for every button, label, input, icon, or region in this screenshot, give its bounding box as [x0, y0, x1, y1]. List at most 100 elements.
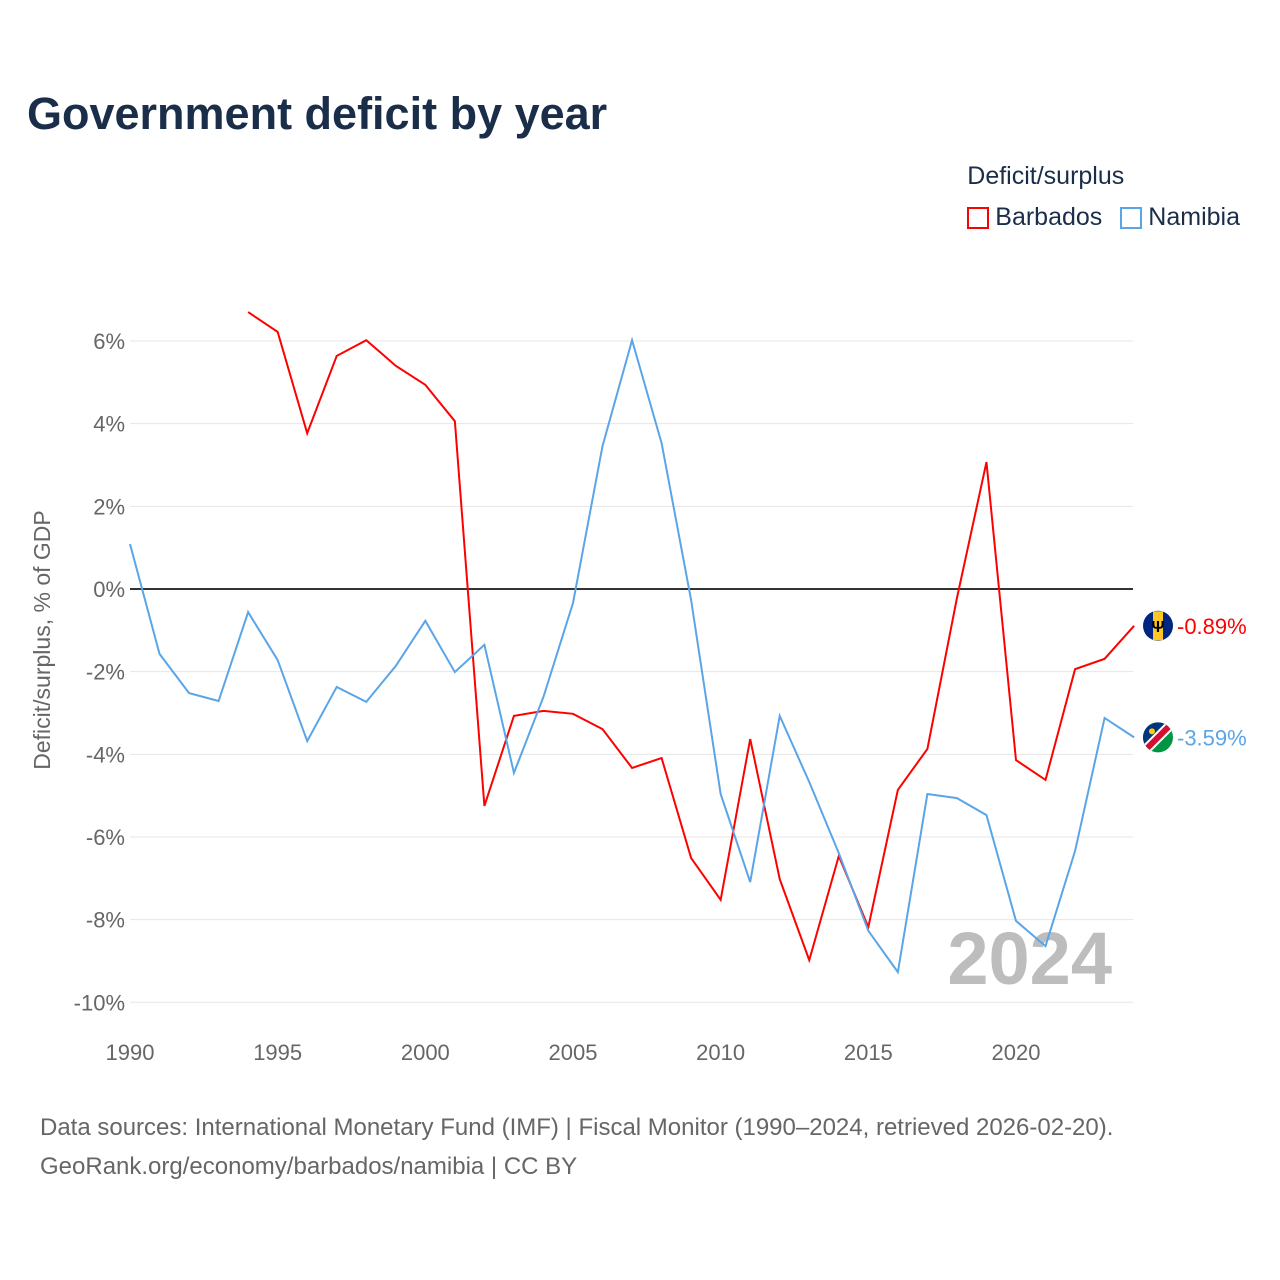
- data-point: [984, 813, 988, 817]
- data-point: [778, 714, 782, 718]
- y-tick-label: -8%: [86, 908, 125, 933]
- legend-label: Namibia: [1148, 203, 1240, 231]
- chart-plot: 6% 4% 2% 0% -2% -4% -6% -8% -10% 1990 1995 2000 2005…: [29, 310, 1247, 1065]
- svg-text:Ψ: Ψ: [1152, 619, 1165, 636]
- data-point: [364, 338, 368, 342]
- y-tick-label: -10%: [74, 990, 125, 1015]
- data-point: [630, 766, 634, 770]
- data-point: [896, 970, 900, 974]
- y-axis-label: Deficit/surplus, % of GDP: [29, 510, 55, 769]
- y-tick-label: -6%: [86, 825, 125, 850]
- data-point: [601, 444, 605, 448]
- data-point: [689, 856, 693, 860]
- y-tick-label: 4%: [93, 412, 125, 437]
- source-note: Data sources: International Monetary Fun…: [40, 1108, 1113, 1186]
- data-point: [512, 771, 516, 775]
- series-line-namibia[interactable]: [129, 336, 1135, 975]
- x-tick-label: 2010: [696, 1040, 745, 1065]
- data-point: [984, 460, 988, 464]
- legend-title: Deficit/surplus: [967, 162, 1125, 190]
- data-point: [807, 780, 811, 784]
- data-point: [571, 712, 575, 716]
- source-line-1: Data sources: International Monetary Fun…: [40, 1114, 1114, 1141]
- data-point: [276, 658, 280, 662]
- data-point: [305, 739, 309, 743]
- data-point: [571, 601, 575, 605]
- data-point: [689, 598, 693, 602]
- data-point: [305, 431, 309, 435]
- data-point: [394, 364, 398, 368]
- data-point: [837, 851, 841, 855]
- data-point: [335, 685, 339, 689]
- data-point: [394, 664, 398, 668]
- data-point: [925, 747, 929, 751]
- end-value-label: -0.89%: [1177, 614, 1247, 639]
- data-point: [482, 804, 486, 808]
- data-point: [778, 877, 782, 881]
- watermark-year: 2024: [947, 917, 1112, 1000]
- chart-title: Government deficit by year: [27, 88, 608, 139]
- data-point: [187, 691, 191, 695]
- data-point: [660, 441, 664, 445]
- data-point: [541, 695, 545, 699]
- legend-swatch-namibia: [1120, 206, 1143, 229]
- y-tick-label: 2%: [93, 494, 125, 519]
- data-point: [1103, 657, 1107, 661]
- data-point: [896, 788, 900, 792]
- data-point: [925, 792, 929, 796]
- legend-label: Barbados: [995, 203, 1103, 231]
- data-point: [453, 670, 457, 674]
- x-tick-label: 2005: [549, 1040, 598, 1065]
- data-point: [217, 699, 221, 703]
- data-point: [748, 880, 752, 884]
- x-tick-label: 1990: [106, 1040, 155, 1065]
- data-point: [1073, 667, 1077, 671]
- data-point: [866, 929, 870, 933]
- data-point: [719, 792, 723, 796]
- data-point: [364, 700, 368, 704]
- data-point: [128, 542, 132, 546]
- data-point: [601, 727, 605, 731]
- data-point: [246, 310, 250, 314]
- x-tick-label: 1995: [253, 1040, 302, 1065]
- data-point: [335, 354, 339, 358]
- x-tick-label: 2000: [401, 1040, 450, 1065]
- data-point: [1014, 919, 1018, 923]
- source-line-2[interactable]: GeoRank.org/economy/barbados/namibia | C…: [40, 1153, 578, 1180]
- data-point: [482, 643, 486, 647]
- data-point: [1132, 624, 1136, 628]
- data-point: [423, 383, 427, 387]
- data-point: [158, 652, 162, 656]
- x-tick-label: 2020: [992, 1040, 1041, 1065]
- x-tick-label: 2015: [844, 1040, 893, 1065]
- y-tick-label: -2%: [86, 660, 125, 685]
- series-line-barbados[interactable]: [247, 311, 1135, 964]
- data-point: [630, 338, 634, 342]
- data-point: [1073, 849, 1077, 853]
- legend-swatch-barbados: [967, 206, 990, 229]
- data-point: [512, 714, 516, 718]
- data-point: [660, 756, 664, 760]
- data-point: [1044, 778, 1048, 782]
- data-point: [541, 709, 545, 713]
- data-point: [807, 958, 811, 962]
- legend-item-namibia[interactable]: Namibia: [1120, 203, 1240, 232]
- data-point: [1014, 758, 1018, 762]
- y-tick-label: 0%: [93, 577, 125, 602]
- data-point: [748, 737, 752, 741]
- legend-item-barbados[interactable]: Barbados: [967, 203, 1102, 232]
- data-point: [955, 796, 959, 800]
- end-value-label: -3.59%: [1177, 725, 1247, 750]
- y-tick-label: 6%: [93, 329, 125, 354]
- data-point: [1044, 944, 1048, 948]
- data-point: [423, 619, 427, 623]
- data-point: [453, 419, 457, 423]
- data-point: [246, 610, 250, 614]
- data-point: [1103, 716, 1107, 720]
- data-point: [1132, 735, 1136, 739]
- data-point: [955, 596, 959, 600]
- namibia-flag-icon: [1143, 722, 1173, 753]
- data-point: [719, 898, 723, 902]
- data-point: [276, 330, 280, 334]
- y-tick-label: -4%: [86, 742, 125, 767]
